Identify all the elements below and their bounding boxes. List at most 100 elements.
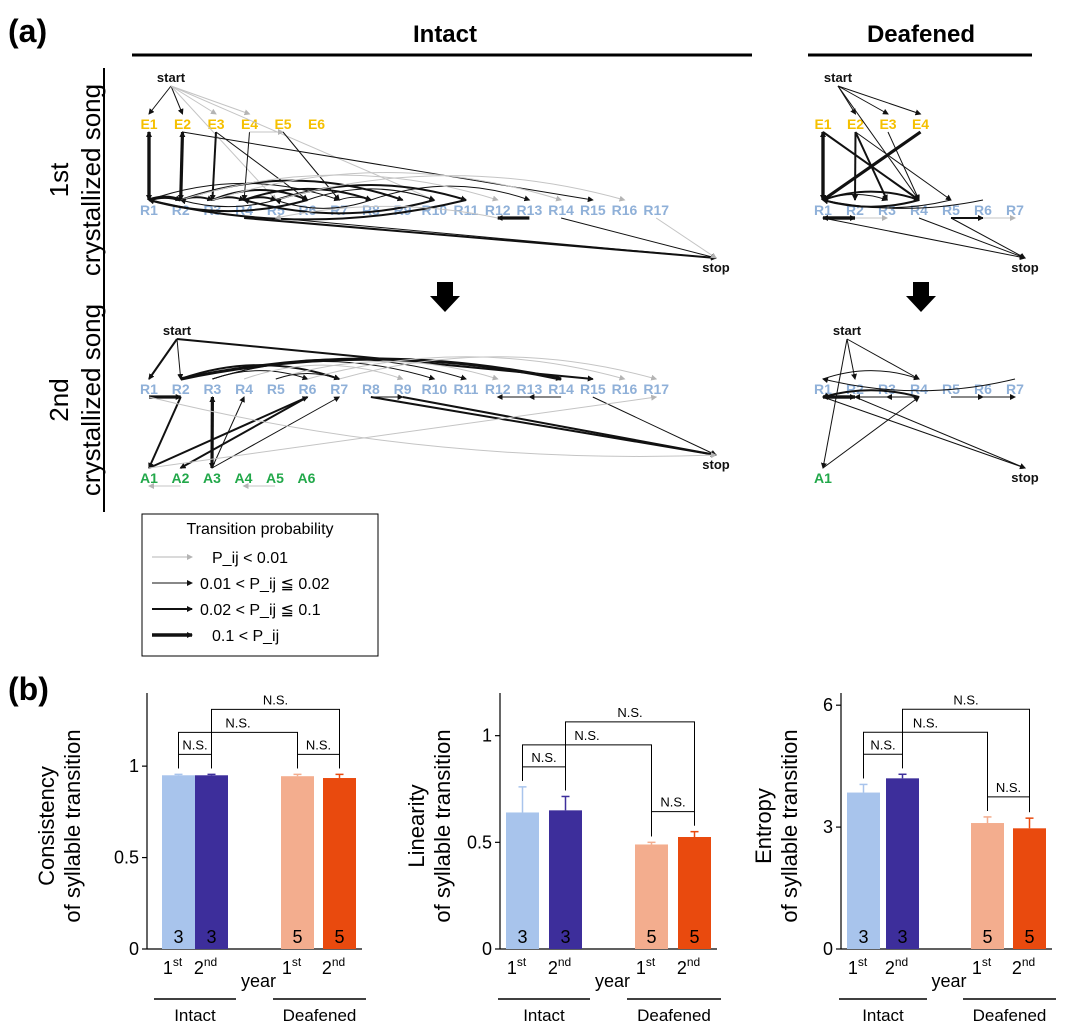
- node-r13: R13: [517, 381, 543, 397]
- transition-arc: [852, 131, 859, 201]
- bar-intact-1st: [506, 812, 539, 949]
- transition-arc: [179, 131, 186, 201]
- deafened-down-arrow: [906, 282, 936, 312]
- transition-arc: [209, 131, 217, 201]
- node-start: start: [157, 70, 186, 85]
- category-label: 2nd: [677, 955, 700, 978]
- node-e1: E1: [814, 116, 831, 132]
- node-r1: R1: [814, 202, 832, 218]
- y-axis-label: Consistency of syllable transition: [34, 729, 85, 922]
- node-e6: E6: [308, 116, 325, 132]
- significance-label: N.S.: [660, 795, 685, 810]
- transition-arc: [822, 217, 1026, 260]
- transition-arc: [180, 364, 341, 381]
- transition-arc: [822, 370, 920, 381]
- transition-arc: [560, 217, 717, 260]
- transition-arc: [170, 85, 277, 201]
- node-a3: A3: [203, 470, 221, 486]
- significance-label: N.S.: [870, 737, 895, 752]
- category-label: 2nd: [322, 955, 345, 978]
- transition-arc: [179, 396, 308, 469]
- transition-arc: [148, 338, 178, 380]
- sample-count: 3: [173, 927, 183, 947]
- node-r2: R2: [172, 381, 190, 397]
- node-r15: R15: [580, 202, 606, 218]
- y-tick-label: 0: [482, 939, 492, 959]
- category-label: 1st: [282, 955, 302, 978]
- node-r9: R9: [394, 381, 412, 397]
- sample-count: 3: [858, 927, 868, 947]
- node-e4: E4: [912, 116, 929, 132]
- node-r1: R1: [140, 381, 158, 397]
- transition-arc: [950, 217, 1026, 259]
- transition-arc: [212, 358, 467, 381]
- x-axis-label: year: [241, 971, 276, 991]
- node-a2: A2: [172, 470, 190, 486]
- node-start: start: [833, 323, 862, 338]
- col-deafened-header: Deafened: [867, 21, 975, 48]
- transition-arc: [148, 396, 717, 459]
- y-tick-label: 0.5: [114, 848, 139, 868]
- node-stop: stop: [1011, 260, 1039, 275]
- sample-count: 5: [689, 927, 699, 947]
- node-start: start: [163, 323, 192, 338]
- transition-arc: [176, 338, 184, 380]
- y-tick-label: 6: [823, 695, 833, 715]
- node-e4: E4: [241, 116, 258, 132]
- transition-arc: [170, 85, 217, 115]
- node-a5: A5: [266, 470, 284, 486]
- node-r1: R1: [140, 202, 158, 218]
- significance-bracket: [651, 811, 695, 837]
- transition-arc: [275, 361, 499, 381]
- node-r13: R13: [517, 202, 543, 218]
- transition-arc: [339, 356, 658, 381]
- transition-arc: [855, 131, 952, 201]
- bar-intact-2nd: [549, 810, 582, 949]
- node-r6: R6: [299, 381, 317, 397]
- node-e5: E5: [274, 116, 291, 132]
- y-label-line-2: of syllable transition: [430, 729, 455, 922]
- transition-arc: [180, 174, 499, 202]
- transition-arc: [148, 394, 658, 469]
- transition-arc: [592, 396, 717, 456]
- node-r11: R11: [454, 202, 479, 218]
- node-e3: E3: [207, 116, 224, 132]
- significance-label: N.S.: [574, 728, 599, 743]
- node-r6: R6: [974, 381, 992, 397]
- category-label: 2nd: [1012, 955, 1035, 978]
- y-tick-label: 0.5: [467, 832, 492, 852]
- significance-bracket: [211, 708, 340, 769]
- significance-bracket: [522, 766, 566, 791]
- node-e2: E2: [174, 116, 191, 132]
- transition-arc: [180, 357, 563, 381]
- node-a6: A6: [298, 470, 316, 486]
- significance-label: N.S.: [182, 737, 207, 752]
- significance-bracket: [987, 796, 1030, 813]
- node-r2: R2: [846, 381, 864, 397]
- transition-arc: [837, 85, 922, 116]
- node-r17: R17: [643, 202, 669, 218]
- y-label-line-1: Consistency: [34, 766, 59, 886]
- legend-title: Transition probability: [186, 521, 333, 538]
- category-label: 1st: [636, 955, 656, 978]
- node-r17: R17: [643, 381, 669, 397]
- transition-arc: [275, 217, 717, 261]
- transition-legend: Transition probability P_ij < 0.01 0.01 …: [141, 513, 379, 657]
- node-a1: A1: [140, 470, 158, 486]
- node-r8: R8: [362, 381, 380, 397]
- row1-ordinal: 1st: [44, 162, 74, 197]
- transition-arc: [182, 131, 594, 203]
- category-label: 1st: [972, 955, 992, 978]
- node-e3: E3: [879, 116, 896, 132]
- node-e2: E2: [847, 116, 864, 132]
- transition-arc: [211, 396, 341, 469]
- group-label-intact: Intact: [174, 1006, 216, 1025]
- node-a1: A1: [814, 470, 832, 486]
- node-r11: R11: [454, 381, 479, 397]
- transition-arc: [243, 364, 404, 381]
- transition-arc: [918, 217, 1026, 260]
- sample-count: 5: [292, 927, 302, 947]
- transition-arc: [212, 189, 309, 201]
